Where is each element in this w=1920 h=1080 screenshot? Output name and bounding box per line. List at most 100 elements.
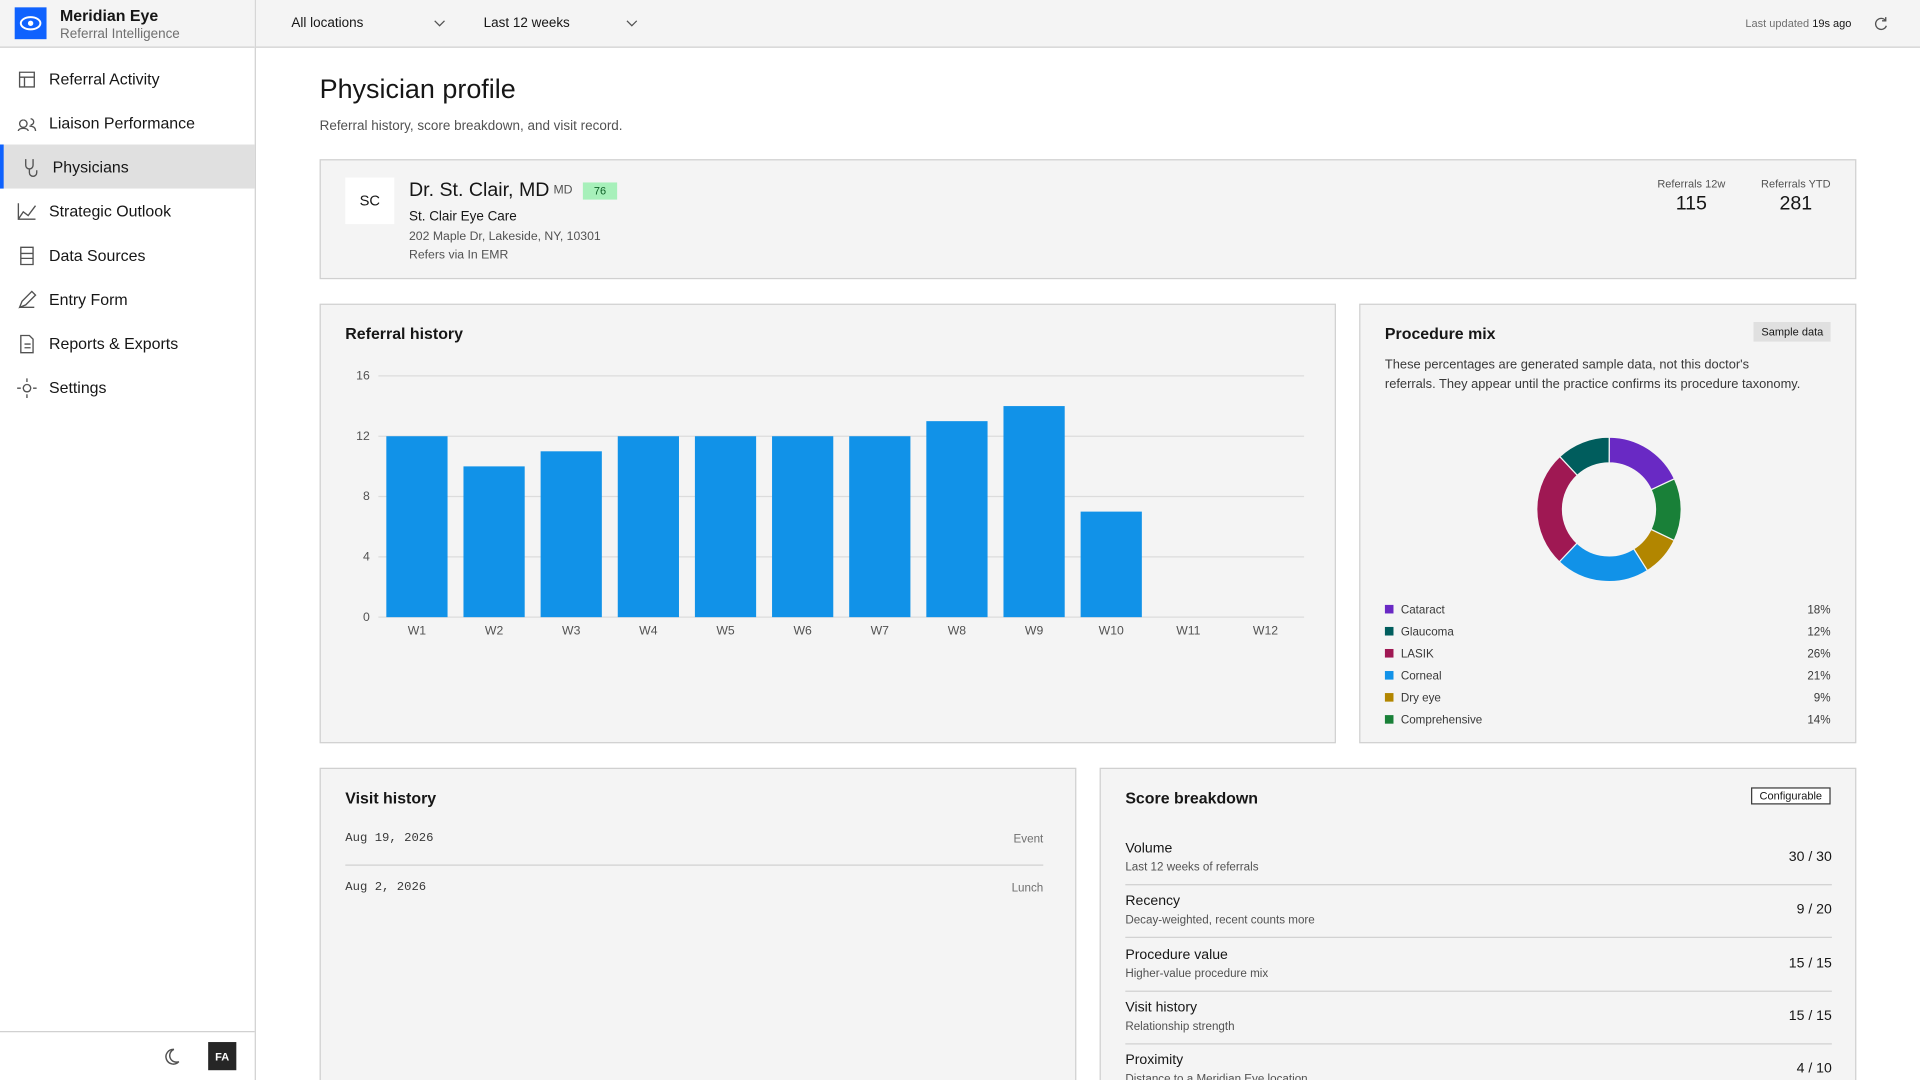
score-name: Volume (1125, 841, 1173, 856)
legend-label: LASIK (1401, 648, 1434, 661)
period-filter[interactable]: Last 12 weeks (483, 15, 570, 31)
score-description: Higher-value procedure mix (1125, 966, 1269, 981)
legend-value: 14% (1807, 714, 1830, 727)
donut-chart: Cataract 18% Glaucoma 12% LASIK 26% Corneal 21%… (1384, 436, 1831, 727)
nav-item[interactable]: Physicians (0, 144, 255, 189)
donut-segment (1608, 436, 1676, 491)
app-name: Meridian Eye (60, 6, 159, 25)
nav-item[interactable]: Entry Form (0, 277, 255, 321)
legend-swatch (1384, 715, 1394, 724)
score-breakdown-card: Score breakdown Configurable Volume Last … (1099, 767, 1857, 1080)
score-row: Recency Decay-weighted, recent counts mor… (1125, 893, 1832, 939)
x-tick-label: W3 (562, 623, 581, 637)
nav-item[interactable]: Settings (0, 365, 255, 409)
card-title: Score breakdown (1125, 788, 1259, 807)
visit-type: Lunch (1011, 881, 1044, 896)
bar (772, 436, 834, 618)
score-row: Volume Last 12 weeks of referrals 30 / 30 (1125, 840, 1832, 886)
bar (386, 436, 448, 618)
visit-date: Aug 19, 2026 (345, 832, 434, 847)
page-subtitle: Referral history, score breakdown, and v… (319, 118, 623, 134)
card-title: Procedure mix (1384, 324, 1496, 343)
nav-label: Referral Activity (48, 69, 160, 88)
score-value: 4 / 10 (1796, 1061, 1832, 1077)
nav-item[interactable]: Data Sources (0, 233, 255, 277)
nav-icon (18, 289, 37, 308)
legend-swatch (1384, 671, 1394, 680)
configurable-badge: Configurable (1750, 787, 1831, 805)
top-bar: All locations Last 12 weeks Last updated… (255, 0, 1920, 48)
nav-item[interactable]: Strategic Outlook (0, 189, 255, 233)
legend-label: Glaucoma (1401, 626, 1455, 639)
nav-label: Data Sources (48, 245, 146, 264)
nav-label: Entry Form (48, 289, 128, 308)
location-filter[interactable]: All locations (291, 15, 364, 31)
score-row: Procedure value Higher-value procedure mi… (1125, 946, 1832, 992)
nav-label: Strategic Outlook (48, 201, 172, 220)
score-name: Visit history (1125, 1000, 1198, 1015)
bar (540, 451, 602, 618)
score-value: 15 / 15 (1788, 955, 1832, 971)
legend-value: 21% (1807, 670, 1830, 683)
legend-swatch (1384, 604, 1394, 614)
bar (849, 436, 911, 618)
stat-value: 115 (1675, 193, 1707, 215)
visit-date: Aug 2, 2026 (345, 881, 427, 896)
legend-value: 26% (1807, 648, 1830, 661)
updated-label: Last updated (1745, 17, 1810, 30)
visit-row: Aug 2, 2026 Lunch (345, 877, 1043, 914)
physician-initials: SC (345, 177, 395, 225)
x-tick-label: W11 (1176, 623, 1200, 637)
nav-icon (25, 158, 38, 177)
x-tick-label: W9 (1025, 623, 1044, 637)
donut-segment (1536, 455, 1579, 563)
bar-chart: 0 4 8 12 16 W1 W2 W3 W4 W5 W6 W7 W8 W9 W10 W11 W12 (356, 369, 1305, 637)
x-tick-label: W1 (408, 623, 427, 637)
visit-history-card: Visit history Aug 19, 2026 Event Aug 2, 20… (319, 767, 1077, 1080)
nav-icon (17, 377, 37, 398)
x-tick-label: W6 (793, 623, 812, 637)
score-description: Distance to a Meridian Eye location (1125, 1072, 1308, 1080)
refers-via: Refers via In EMR (408, 248, 509, 263)
stat-label: Referrals YTD (1761, 177, 1831, 190)
legend-label: Cataract (1401, 603, 1446, 616)
user-avatar[interactable]: FA (208, 1042, 237, 1071)
x-tick-label: W5 (716, 623, 735, 637)
score-value: 9 / 20 (1796, 902, 1832, 918)
logo (14, 7, 47, 40)
procedure-mix-card: Procedure mix Sample data These percenta… (1359, 303, 1857, 744)
x-tick-label: W2 (485, 623, 504, 637)
nav-item[interactable]: Referral Activity (0, 56, 255, 100)
nav-label: Physicians (52, 157, 129, 176)
bar (926, 421, 988, 618)
last-updated: Last updated 19s ago (1745, 17, 1851, 29)
refresh-button[interactable] (1873, 16, 1888, 31)
sample-badge: Sample data (1754, 322, 1831, 342)
legend-swatch (1384, 648, 1394, 658)
page-title: Physician profile (319, 73, 516, 105)
nav-item[interactable]: Liaison Performance (0, 100, 255, 144)
physician-card: SC Dr. St. Clair, MD MD 76 St. Clair Eye… (319, 159, 1857, 280)
y-tick-label: 8 (363, 489, 370, 503)
nav-label: Liaison Performance (48, 113, 195, 132)
stat: Referrals YTD 281 (1761, 178, 1831, 216)
score-description: Relationship strength (1125, 1019, 1235, 1034)
y-tick-label: 12 (356, 429, 370, 443)
brand: Meridian Eye Referral Intelligence (0, 0, 255, 48)
note: These percentages are generated sample d… (1384, 357, 1801, 392)
y-tick-label: 16 (356, 369, 370, 383)
theme-toggle[interactable] (162, 1047, 182, 1067)
x-tick-label: W7 (871, 623, 890, 637)
score-badge: 76 (582, 182, 618, 200)
donut-segment (1650, 478, 1682, 542)
nav-item[interactable]: Reports & Exports (0, 321, 255, 365)
score-description: Last 12 weeks of referrals (1125, 860, 1259, 875)
bar (1003, 406, 1065, 618)
stat-value: 281 (1779, 193, 1813, 215)
updated-value: 19s ago (1812, 17, 1852, 30)
nav-icon (17, 202, 37, 220)
physician-name: Dr. St. Clair, MD (408, 180, 550, 201)
nav-label: Settings (48, 377, 107, 397)
score-row: Visit history Relationship strength 15 / 1… (1125, 999, 1832, 1045)
